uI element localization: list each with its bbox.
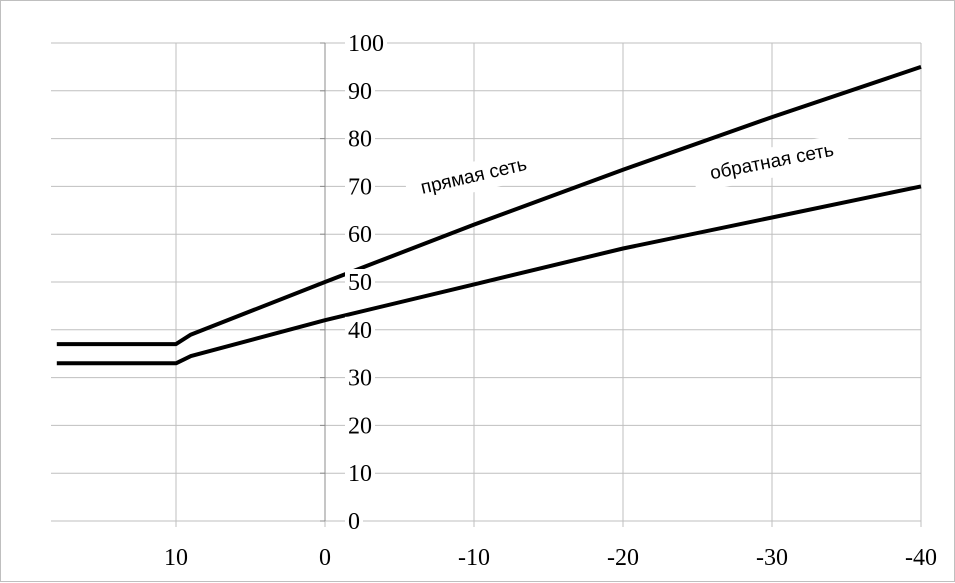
x-tick-label: 0	[319, 545, 331, 571]
y-tick-label: 80	[348, 127, 372, 153]
y-tick-bg	[345, 77, 375, 102]
y-tick-label: 20	[348, 413, 372, 439]
y-tick-bg	[345, 173, 375, 198]
x-tick-label: -20	[607, 545, 639, 571]
series-line-2	[56, 184, 922, 366]
x-tick-label: -40	[905, 545, 937, 571]
y-tick-bg	[345, 125, 375, 150]
y-tick-bg	[345, 221, 375, 246]
y-tick-bg	[345, 316, 375, 341]
grid	[51, 42, 922, 527]
y-tick-label: 100	[348, 31, 384, 57]
y-tick-label: 0	[348, 509, 360, 535]
series-line-1	[56, 65, 922, 347]
x-tick-label: -10	[458, 545, 490, 571]
x-tick-label: 10	[164, 545, 188, 571]
x-tick-label: -30	[756, 545, 788, 571]
annotation-bg	[403, 146, 545, 207]
x-tick-labels: 10 0 -10 -20 -30 -40	[164, 545, 937, 571]
y-tick-label: 50	[348, 270, 372, 296]
y-tick-bg	[345, 412, 375, 437]
y-tick-label: 30	[348, 366, 372, 392]
y-tick-labels: 0 10 20 30 40 50 60 70 80 90 100	[345, 30, 387, 535]
y-tick-bg	[345, 269, 375, 293]
y-tick-bg	[345, 364, 375, 389]
y-tick-label: 10	[348, 461, 372, 487]
y-tick-label: 40	[348, 318, 372, 344]
y-tick-bg	[345, 508, 363, 532]
annotation-bg	[691, 132, 853, 193]
series-lines	[56, 65, 922, 366]
y-tick-label: 90	[348, 79, 372, 105]
y-tick-label: 60	[348, 222, 372, 248]
y-tick-bg	[345, 30, 387, 54]
y-tick-bg	[345, 460, 375, 485]
y-tick-label: 70	[348, 174, 372, 200]
